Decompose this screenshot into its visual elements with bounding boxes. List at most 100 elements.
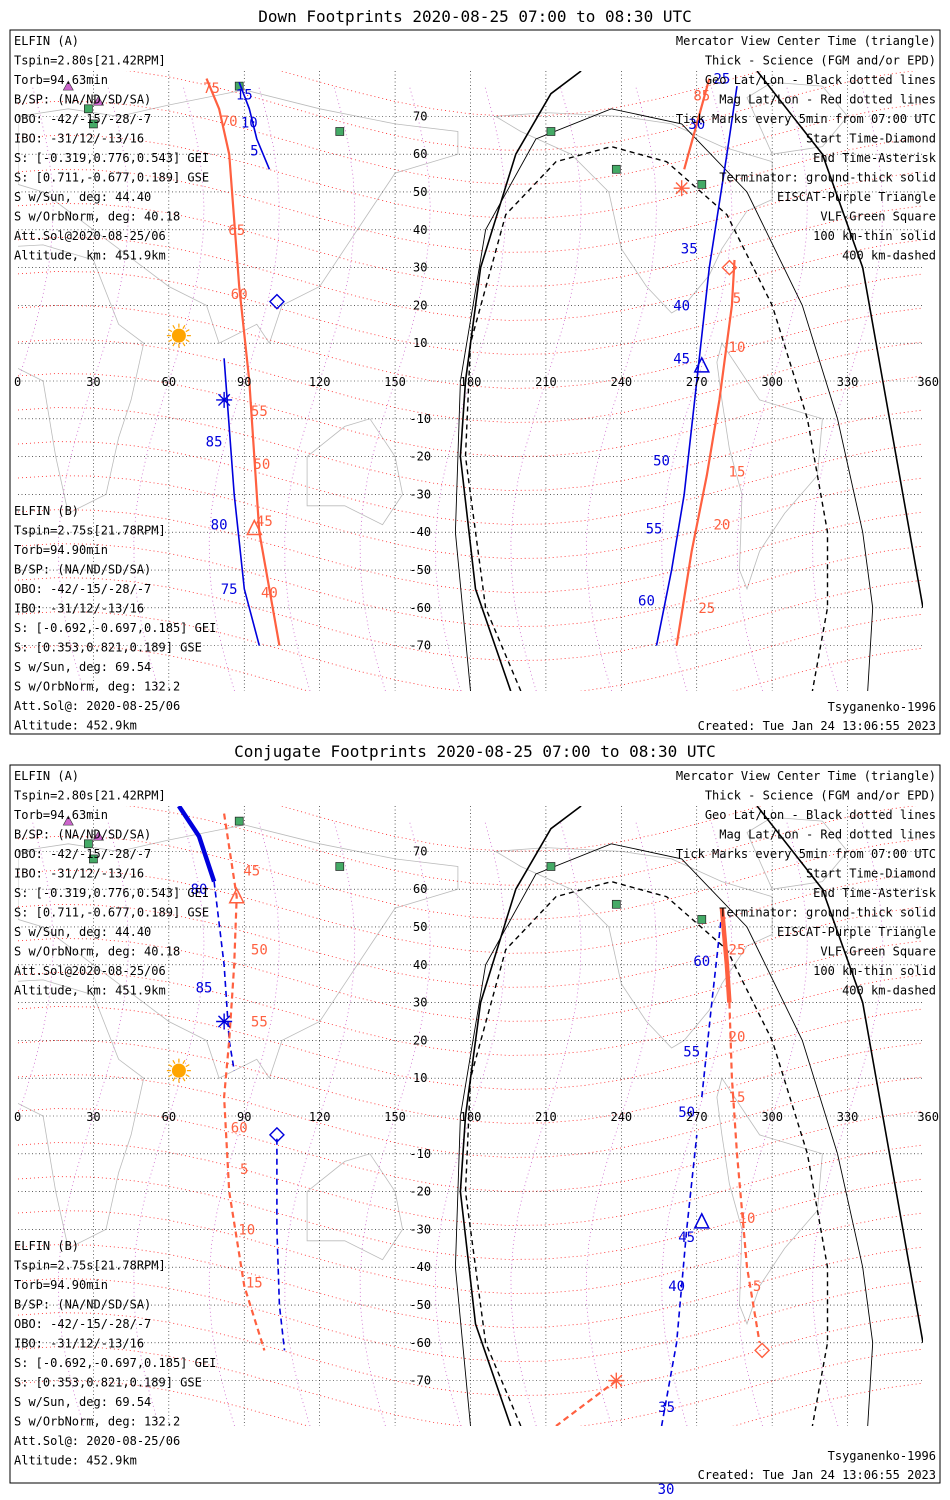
x-tick-label: 360 — [917, 1110, 939, 1124]
vlf-station-square — [611, 899, 621, 909]
elfin-a-time-tick: 10 — [241, 115, 258, 131]
elfin-b-track-4 — [675, 259, 736, 646]
vlf-station-square — [546, 862, 556, 871]
elfin-b-time-tick: 75 — [203, 81, 220, 97]
elfin-a-time-tick: 15 — [236, 87, 253, 103]
elfin-b-time-tick: 65 — [228, 223, 245, 239]
legend-line: Mag Lat/Lon - Red dotted lines — [719, 828, 936, 842]
y-tick-label: -60 — [409, 601, 431, 615]
y-tick-label: 70 — [413, 844, 427, 858]
created-label: Created: Tue Jan 24 13:06:55 2023 — [698, 719, 936, 733]
elfin-a-track-4 — [701, 911, 723, 1098]
elfin-b-time-tick: 10 — [739, 1211, 756, 1227]
x-tick-label: 150 — [384, 375, 406, 389]
elfin-a-time-tick: 5 — [250, 143, 258, 159]
chart-title: Conjugate Footprints 2020-08-25 07:00 to… — [234, 742, 716, 761]
x-tick-label: 240 — [610, 375, 632, 389]
plot-frame — [9, 29, 941, 735]
elfin-b-info-line: B/SP: (NA/ND/SD/SA) — [14, 563, 151, 577]
sun-icon — [166, 323, 191, 348]
y-tick-label: -40 — [409, 525, 431, 539]
x-tick-label: 180 — [460, 1110, 482, 1124]
created-label: Created: Tue Jan 24 13:06:55 2023 — [698, 1468, 936, 1482]
x-tick-label: 0 — [14, 1110, 21, 1124]
elfin-a-time-tick: 80 — [191, 882, 208, 898]
elfin-a-info-line: S w/Sun, deg: 44.40 — [14, 925, 151, 939]
vlf-station-square — [89, 854, 98, 864]
elfin-b-time-tick: 50 — [251, 943, 268, 959]
elfin-b-time-tick: 60 — [231, 287, 248, 303]
vlf-station-square — [697, 915, 707, 924]
elfin-b-track-8 — [555, 1379, 617, 1426]
elfin-b-info-line: OBO: -42/-15/-28/-7 — [14, 1317, 151, 1331]
legend-line: End Time-Asterisk — [813, 886, 937, 900]
eiscat-station-triangle — [92, 830, 104, 841]
elfin-b-track-7 — [728, 1002, 761, 1343]
legend-line: EISCAT-Purple Triangle — [777, 925, 936, 939]
elfin-a-info-line: S w/OrbNorm, deg: 40.18 — [14, 210, 180, 224]
legend-line: Geo Lat/Lon - Black dotted lines — [705, 808, 936, 822]
y-tick-label: 30 — [413, 261, 427, 275]
elfin-a-info-line: IBO: -31/12/-13/16 — [14, 132, 144, 146]
elfin-b-time-tick: 55 — [251, 1014, 268, 1030]
elfin-a-time-tick: 35 — [681, 242, 698, 258]
x-tick-label: 330 — [837, 1110, 859, 1124]
model-label: Tsyganenko-1996 — [828, 1449, 936, 1463]
legend-line: Start Time-Diamond — [806, 132, 936, 146]
elfin-a-info-line: Tspin=2.80s[21.42RPM] — [14, 789, 166, 803]
vlf-station-square — [335, 127, 345, 136]
x-tick-label: 30 — [86, 375, 100, 389]
start-time-diamond — [268, 1126, 285, 1143]
terminator-100km-line — [454, 108, 874, 691]
panel-conjugate: Conjugate Footprints 2020-08-25 07:00 to… — [9, 742, 941, 1484]
legend-line: VLF-Green Square — [820, 945, 936, 959]
center-time-triangle — [228, 887, 245, 904]
end-time-asterisk — [673, 180, 690, 197]
elfin-b-time-tick: 5 — [240, 1162, 248, 1178]
y-tick-label: 60 — [413, 147, 427, 161]
elfin-a-info-line: Tspin=2.80s[21.42RPM] — [14, 54, 166, 68]
elfin-a-track-1 — [223, 358, 261, 646]
vlf-station-square — [234, 81, 244, 91]
elfin-a-time-tick: 30 — [688, 117, 705, 133]
y-tick-label: 70 — [413, 109, 427, 123]
elfin-b-track-5 — [222, 813, 266, 1351]
elfin-a-info-line: S: [0.711,-0.677,0.189] GSE — [14, 906, 209, 920]
elfin-b-info-line: Torb=94.90min — [14, 1278, 108, 1292]
vlf-station-square — [89, 119, 98, 129]
y-tick-label: 50 — [413, 185, 427, 199]
elfin-a-time-tick: 75 — [221, 582, 238, 598]
elfin-b-time-tick: 45 — [256, 514, 273, 530]
elfin-a-time-tick: 85 — [196, 980, 213, 996]
x-tick-label: 210 — [535, 1110, 557, 1124]
elfin-b-time-tick: 20 — [729, 1030, 746, 1046]
legend-line: Tick Marks every 5min from 07:00 UTC — [676, 847, 936, 861]
end-time-asterisk — [608, 1372, 625, 1389]
elfin-b-time-tick: 10 — [238, 1222, 255, 1238]
panel-down: Down Footprints 2020-08-25 07:00 to 08:3… — [9, 7, 941, 735]
legend-line: 100 km-thin solid — [813, 964, 936, 978]
y-tick-label: -20 — [409, 1185, 431, 1199]
elfin-a-time-tick: 55 — [646, 521, 663, 537]
elfin-b-info-line: S w/Sun, deg: 69.54 — [14, 1395, 151, 1409]
elfin-a-info-line: Torb=94.63min — [14, 73, 108, 87]
vlf-station-square — [546, 127, 556, 136]
elfin-b-time-tick: 45 — [243, 863, 260, 879]
elfin-b-time-tick: 40 — [261, 586, 278, 602]
legend-line: VLF-Green Square — [820, 210, 936, 224]
x-tick-label: 150 — [384, 1110, 406, 1124]
y-tick-label: -50 — [409, 563, 431, 577]
elfin-a-track-0 — [238, 82, 271, 170]
elfin-a-time-tick: 60 — [693, 954, 710, 970]
x-tick-label: 60 — [162, 1110, 176, 1124]
x-tick-label: 240 — [610, 1110, 632, 1124]
x-tick-label: 210 — [535, 375, 557, 389]
elfin-b-info-line: Altitude: 452.9km — [14, 719, 137, 733]
elfin-a-name: ELFIN (A) — [14, 769, 79, 783]
elfin-a-time-tick: 45 — [673, 351, 690, 367]
end-time-asterisk — [216, 1013, 233, 1030]
y-tick-label: 50 — [413, 920, 427, 934]
vlf-station-square — [335, 862, 345, 871]
start-time-diamond — [268, 293, 285, 310]
start-time-diamond — [754, 1342, 771, 1359]
